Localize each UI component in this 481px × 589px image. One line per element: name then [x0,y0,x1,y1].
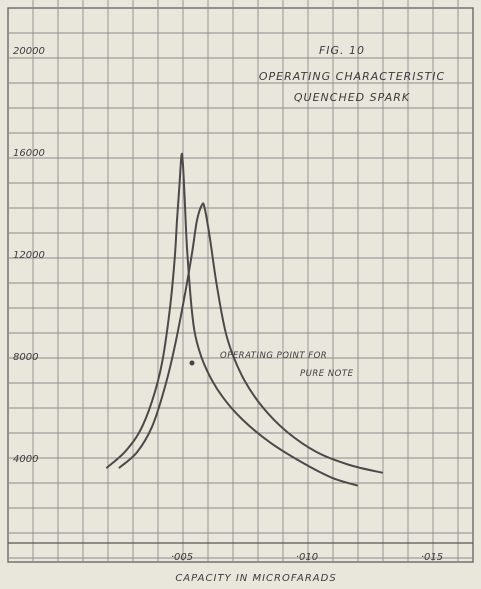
chart-subtitle-line-1: OPERATING CHARACTERISTIC [259,70,445,83]
tick-labels: 4000 8000 12000 16000 20000 ·005 ·010 ·015 [13,46,443,563]
series-line-1 [106,152,358,487]
operating-point-marker [189,360,195,366]
x-tick-label: ·005 [171,552,193,563]
x-tick-label: ·015 [421,552,443,563]
chart-title: FIG. 10 [319,44,365,57]
x-tick-label: ·010 [296,552,318,563]
annotation-line-2: PURE NOTE [300,369,354,379]
y-tick-label: 12000 [13,250,45,261]
series-line-2 [118,202,383,474]
annotation-line-1: OPERATING POINT FOR [220,351,327,361]
y-tick-label: 4000 [13,454,38,465]
y-tick-label: 16000 [13,148,45,159]
x-axis-title: CAPACITY IN MICROFARADS [175,573,336,584]
chart-subtitle-line-2: QUENCHED SPARK [294,91,410,104]
y-tick-label: 20000 [13,46,45,57]
y-tick-label: 8000 [13,352,38,363]
grid-border [7,7,474,563]
grid [7,0,474,563]
curves [106,152,383,487]
